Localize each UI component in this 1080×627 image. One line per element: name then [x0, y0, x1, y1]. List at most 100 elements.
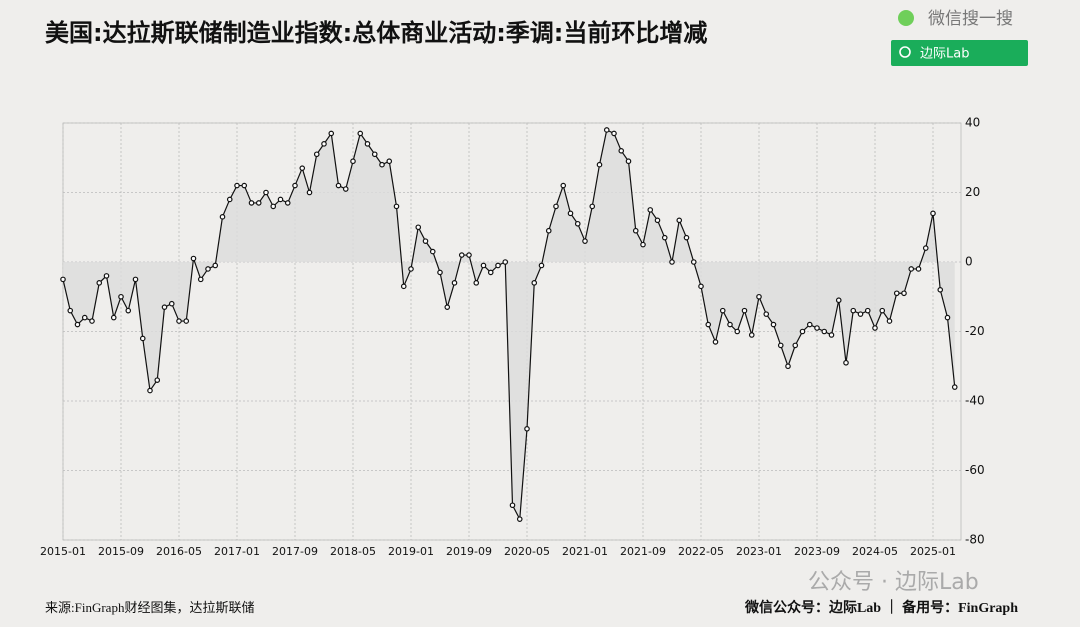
data-point: [321, 141, 327, 147]
data-point: [67, 307, 74, 314]
data-point: [299, 165, 306, 171]
data-point: [110, 314, 117, 321]
data-point: [596, 161, 603, 168]
x-tick-label: 2020-05: [504, 545, 550, 558]
data-point: [81, 314, 88, 321]
data-point: [408, 266, 414, 272]
data-point: [625, 158, 632, 165]
data-point: [248, 200, 255, 206]
x-tick-label: 2018-05: [330, 545, 376, 558]
x-tick-label: 2025-01: [910, 545, 956, 558]
data-point: [756, 293, 762, 300]
data-point: [661, 234, 668, 241]
search-button[interactable]: [891, 40, 1028, 66]
series-line: [62, 129, 956, 522]
data-point: [241, 182, 248, 189]
data-point: [937, 286, 944, 293]
data-point: [234, 182, 240, 189]
x-tick-label: 2017-09: [272, 545, 318, 558]
data-point: [843, 359, 849, 366]
x-tick-label: 2017-01: [214, 545, 260, 558]
data-point: [538, 262, 545, 269]
y-tick-label: -80: [965, 533, 985, 547]
area: [63, 129, 955, 520]
x-tick-label: 2023-01: [736, 545, 782, 558]
data-point: [342, 186, 349, 192]
data-point: [582, 238, 588, 244]
data-point: [553, 203, 559, 210]
data-point: [864, 307, 871, 314]
data-point: [574, 220, 581, 227]
data-point: [270, 203, 277, 210]
data-point: [524, 425, 530, 432]
data-point: [741, 307, 748, 314]
wechat-icon: [898, 10, 914, 26]
data-point: [364, 141, 371, 147]
data-point: [393, 203, 400, 210]
data-point: [857, 311, 864, 317]
data-point: [350, 158, 356, 165]
data-point: [466, 252, 472, 258]
data-point: [357, 130, 364, 137]
data-point: [415, 224, 422, 231]
data-point: [814, 325, 820, 331]
data-point: [125, 307, 132, 314]
data-point: [379, 161, 385, 168]
watermark: 公众号 · 边际Lab: [808, 570, 979, 595]
data-point: [698, 283, 704, 290]
y-tick-label: -60: [965, 463, 985, 477]
data-point: [777, 342, 784, 349]
data-point: [850, 307, 857, 314]
data-point: [226, 196, 233, 203]
data-point: [944, 314, 951, 321]
data-point: [103, 273, 110, 279]
data-point: [611, 130, 617, 137]
x-tick-label: 2021-01: [562, 545, 608, 558]
data-point: [640, 241, 646, 248]
account-note: 微信公众号：边际Lab ｜ 备用号：FinGraph: [744, 599, 1018, 616]
data-point: [886, 318, 893, 324]
data-point: [676, 217, 683, 224]
data-point: [89, 318, 95, 324]
data-point: [212, 262, 219, 269]
data-point: [502, 259, 509, 265]
x-tick-label: 2015-01: [40, 545, 86, 558]
data-point: [618, 148, 625, 154]
data-point: [292, 182, 298, 189]
search-button-label[interactable]: 边际Lab: [920, 47, 969, 62]
data-point: [335, 182, 342, 189]
data-point: [139, 335, 146, 342]
data-point: [306, 189, 313, 196]
data-point: [516, 516, 523, 522]
data-point: [951, 384, 958, 390]
data-point: [197, 276, 204, 283]
data-point: [263, 189, 269, 196]
data-point: [400, 283, 407, 290]
data-point: [785, 363, 791, 370]
data-point: [60, 276, 66, 283]
data-point: [603, 127, 610, 133]
x-tick-label: 2019-01: [388, 545, 434, 558]
data-point: [429, 248, 436, 255]
data-point: [828, 332, 835, 338]
data-point: [922, 245, 929, 251]
data-point: [893, 290, 900, 297]
data-point: [770, 321, 777, 328]
data-point: [647, 207, 654, 213]
data-point: [763, 311, 770, 317]
data-point: [444, 304, 451, 310]
data-point: [96, 280, 103, 286]
data-point: [792, 342, 799, 349]
x-tick-label: 2022-05: [678, 545, 724, 558]
data-point: [654, 217, 661, 224]
data-point: [712, 339, 719, 345]
data-point: [154, 377, 161, 383]
data-point: [118, 293, 124, 300]
x-tick-label: 2016-05: [156, 545, 202, 558]
data-point: [690, 259, 697, 265]
y-tick-label: -20: [965, 324, 985, 338]
data-point: [176, 318, 182, 324]
data-point: [567, 210, 574, 217]
